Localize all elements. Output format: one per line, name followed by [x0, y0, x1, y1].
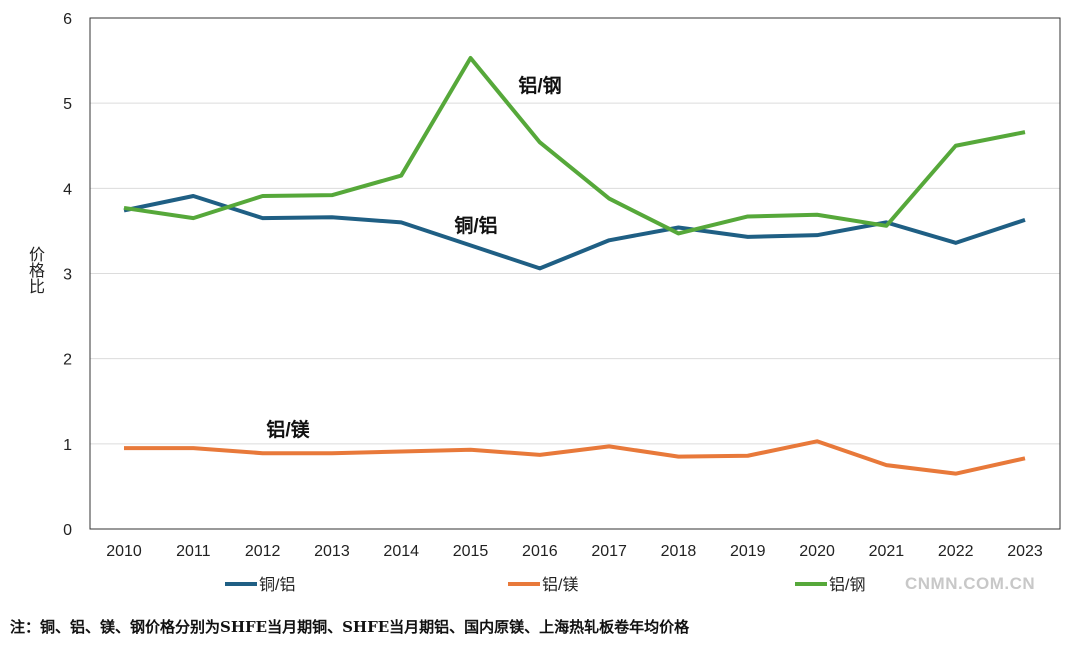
- legend-label: 铝/镁: [542, 576, 578, 594]
- y-tick-label: 6: [63, 11, 72, 28]
- y-tick-label: 4: [63, 181, 72, 198]
- x-tick-label: 2011: [176, 543, 211, 560]
- y-tick-label: 3: [63, 267, 72, 284]
- x-tick-label: 2020: [799, 543, 835, 560]
- y-tick-label: 2: [63, 352, 72, 369]
- annotation: 铜/铝: [454, 214, 497, 237]
- x-tick-label: 2015: [453, 543, 489, 560]
- series-line-铜/铝: [123, 193, 1026, 271]
- x-tick-label: 2023: [1007, 543, 1043, 560]
- x-tick-label: 2010: [106, 543, 142, 560]
- legend-label: 铜/铝: [259, 576, 295, 594]
- legend-label: 铝/钢: [829, 576, 865, 594]
- series-line-铝/钢: [123, 56, 1026, 236]
- footnote: 注：铜、铝、镁、钢价格分别为SHFE当月期铜、SHFE当月期铝、国内原镁、上海热…: [10, 618, 690, 636]
- plot-frame: [89, 17, 1061, 530]
- x-tick-label: 2017: [591, 543, 627, 560]
- x-tick-label: 2019: [730, 543, 766, 560]
- annotation: 铝/镁: [266, 418, 309, 441]
- x-tick-label: 2012: [245, 543, 281, 560]
- y-tick-label: 1: [63, 437, 72, 454]
- annotation: 铝/钢: [518, 74, 561, 97]
- x-tick-label: 2021: [869, 543, 905, 560]
- x-tick-label: 2014: [383, 543, 419, 560]
- y-axis-label: 价格比: [26, 246, 43, 294]
- watermark: CNMN.COM.CN: [905, 574, 1036, 593]
- x-tick-label: 2013: [314, 543, 350, 560]
- series-line-铝/镁: [124, 439, 1026, 476]
- x-tick-label: 2022: [938, 543, 974, 560]
- x-tick-label: 2018: [661, 543, 697, 560]
- x-tick-label: 2016: [522, 543, 558, 560]
- y-tick-label: 0: [63, 522, 72, 539]
- y-tick-label: 5: [63, 96, 72, 113]
